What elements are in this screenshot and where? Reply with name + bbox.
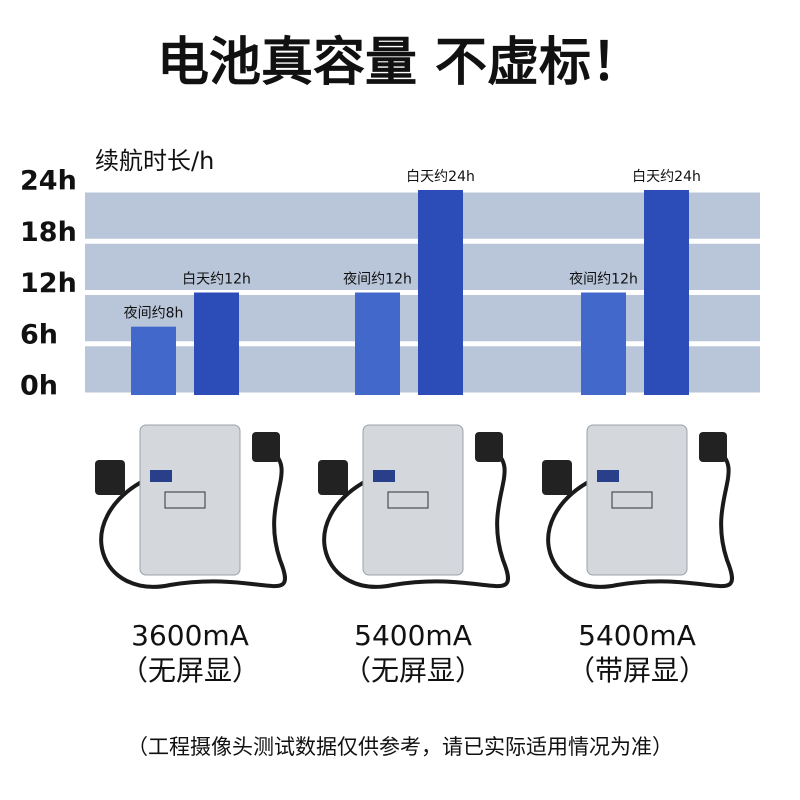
bar <box>644 190 689 395</box>
bar <box>194 292 239 395</box>
value-label: 夜间约12h <box>569 272 638 288</box>
category-label: 5400mA <box>578 619 696 652</box>
y-tick-label: 24h <box>20 166 77 197</box>
value-label: 夜间约12h <box>343 272 412 288</box>
y-tick-label: 18h <box>20 217 77 248</box>
value-label: 白天约24h <box>406 169 475 185</box>
value-label: 白天约24h <box>632 169 701 185</box>
battery-icon <box>611 491 653 509</box>
category-label: 3600mA <box>131 619 249 652</box>
device-body <box>139 424 241 576</box>
y-tick-label: 12h <box>20 268 77 299</box>
product-image <box>95 424 287 589</box>
product-image <box>542 424 734 589</box>
battery-icon <box>164 491 206 509</box>
bar <box>131 326 176 395</box>
plug <box>542 460 572 495</box>
device-body <box>586 424 688 576</box>
bar <box>581 292 626 395</box>
y-tick-label: 6h <box>20 319 58 350</box>
value-label: 白天约12h <box>182 272 251 288</box>
device-logo <box>597 470 619 482</box>
category-note: （无屏显） <box>120 654 260 687</box>
product-image <box>318 424 510 589</box>
cable <box>99 448 287 589</box>
device-body <box>362 424 464 576</box>
device-logo <box>373 470 395 482</box>
value-label: 夜间约8h <box>124 306 184 322</box>
plug-head <box>699 432 727 462</box>
category-note: （带屏显） <box>567 654 707 687</box>
bar <box>355 292 400 395</box>
cable <box>546 448 734 589</box>
plug <box>95 460 125 495</box>
device-logo <box>150 470 172 482</box>
plug <box>318 460 348 495</box>
plug-head <box>475 432 503 462</box>
y-axis-label: 续航时长/h <box>95 147 214 175</box>
battery-icon <box>387 491 429 509</box>
footnote: （工程摄像头测试数据仅供参考，请已实际适用情况为准） <box>127 735 673 759</box>
plug-head <box>252 432 280 462</box>
bar <box>418 190 463 395</box>
cable <box>322 448 510 589</box>
category-note: （无屏显） <box>343 654 483 687</box>
category-label: 5400mA <box>354 619 472 652</box>
y-tick-label: 0h <box>20 371 58 402</box>
chart-title: 电池真容量 不虚标！ <box>157 33 643 93</box>
